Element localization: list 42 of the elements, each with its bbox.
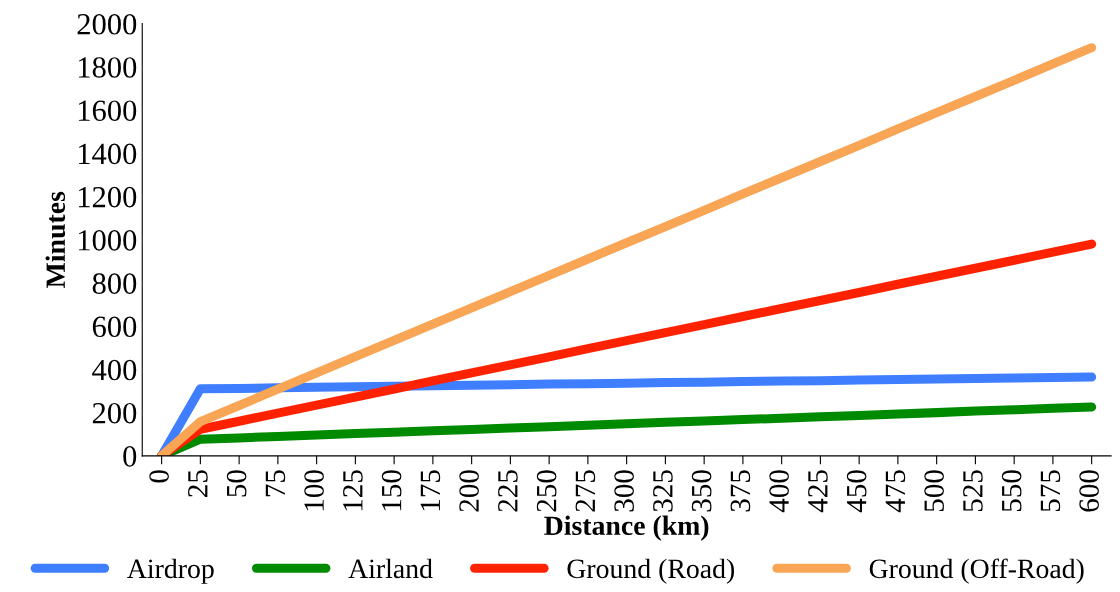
x-tick-label: 125: [343, 470, 363, 511]
x-tick-label: 350: [691, 470, 712, 512]
x-tick-label: 400: [769, 470, 789, 513]
x-tick-label: 275: [575, 470, 596, 512]
y-tick-label: 600: [92, 316, 137, 338]
x-tick-label: 525: [963, 470, 983, 512]
x-tick-label: 375: [730, 470, 751, 512]
x-tick-label: 500: [924, 470, 944, 512]
y-tick-label: 800: [92, 273, 137, 294]
x-tick-label: 0: [149, 470, 169, 483]
x-tick-label: 175: [420, 470, 441, 511]
x-tick-label: 475: [885, 470, 906, 513]
legend-label: Ground (Off-Road): [869, 558, 1084, 584]
x-axis-title: Distance (km): [544, 515, 709, 541]
y-tick-label: 1200: [78, 186, 137, 208]
legend-label: Ground (Road): [567, 558, 735, 584]
x-tick-label: 250: [536, 470, 557, 512]
x-tick-label: 300: [614, 470, 634, 512]
y-tick-label: 1400: [78, 143, 137, 165]
x-tick-label: 600: [1079, 470, 1099, 512]
x-tick-label: 425: [808, 470, 828, 513]
x-tick-label: 150: [381, 470, 402, 511]
y-tick-label: 0: [123, 446, 137, 467]
x-tick-label: 550: [1001, 470, 1022, 512]
legend-label: Airland: [348, 558, 433, 579]
x-tick-label: 225: [498, 470, 518, 512]
x-tick-label: 575: [1040, 470, 1061, 512]
x-tick-label: 25: [188, 470, 208, 497]
y-tick-label: 1600: [78, 100, 137, 122]
x-tick-label: 75: [265, 470, 286, 497]
x-tick-label: 100: [304, 470, 324, 511]
x-tick-label: 325: [653, 470, 673, 512]
y-tick-label: 1000: [78, 230, 137, 251]
y-tick-label: 1800: [78, 57, 137, 78]
legend-label: Airdrop: [127, 558, 214, 584]
x-tick-label: 450: [846, 470, 867, 513]
y-tick-label: 2000: [77, 13, 137, 35]
y-tick-label: 400: [92, 359, 137, 381]
y-axis-title: Minutes: [45, 191, 66, 288]
x-tick-label: 50: [226, 470, 247, 497]
x-tick-label: 200: [459, 470, 479, 512]
y-tick-label: 200: [92, 402, 137, 424]
